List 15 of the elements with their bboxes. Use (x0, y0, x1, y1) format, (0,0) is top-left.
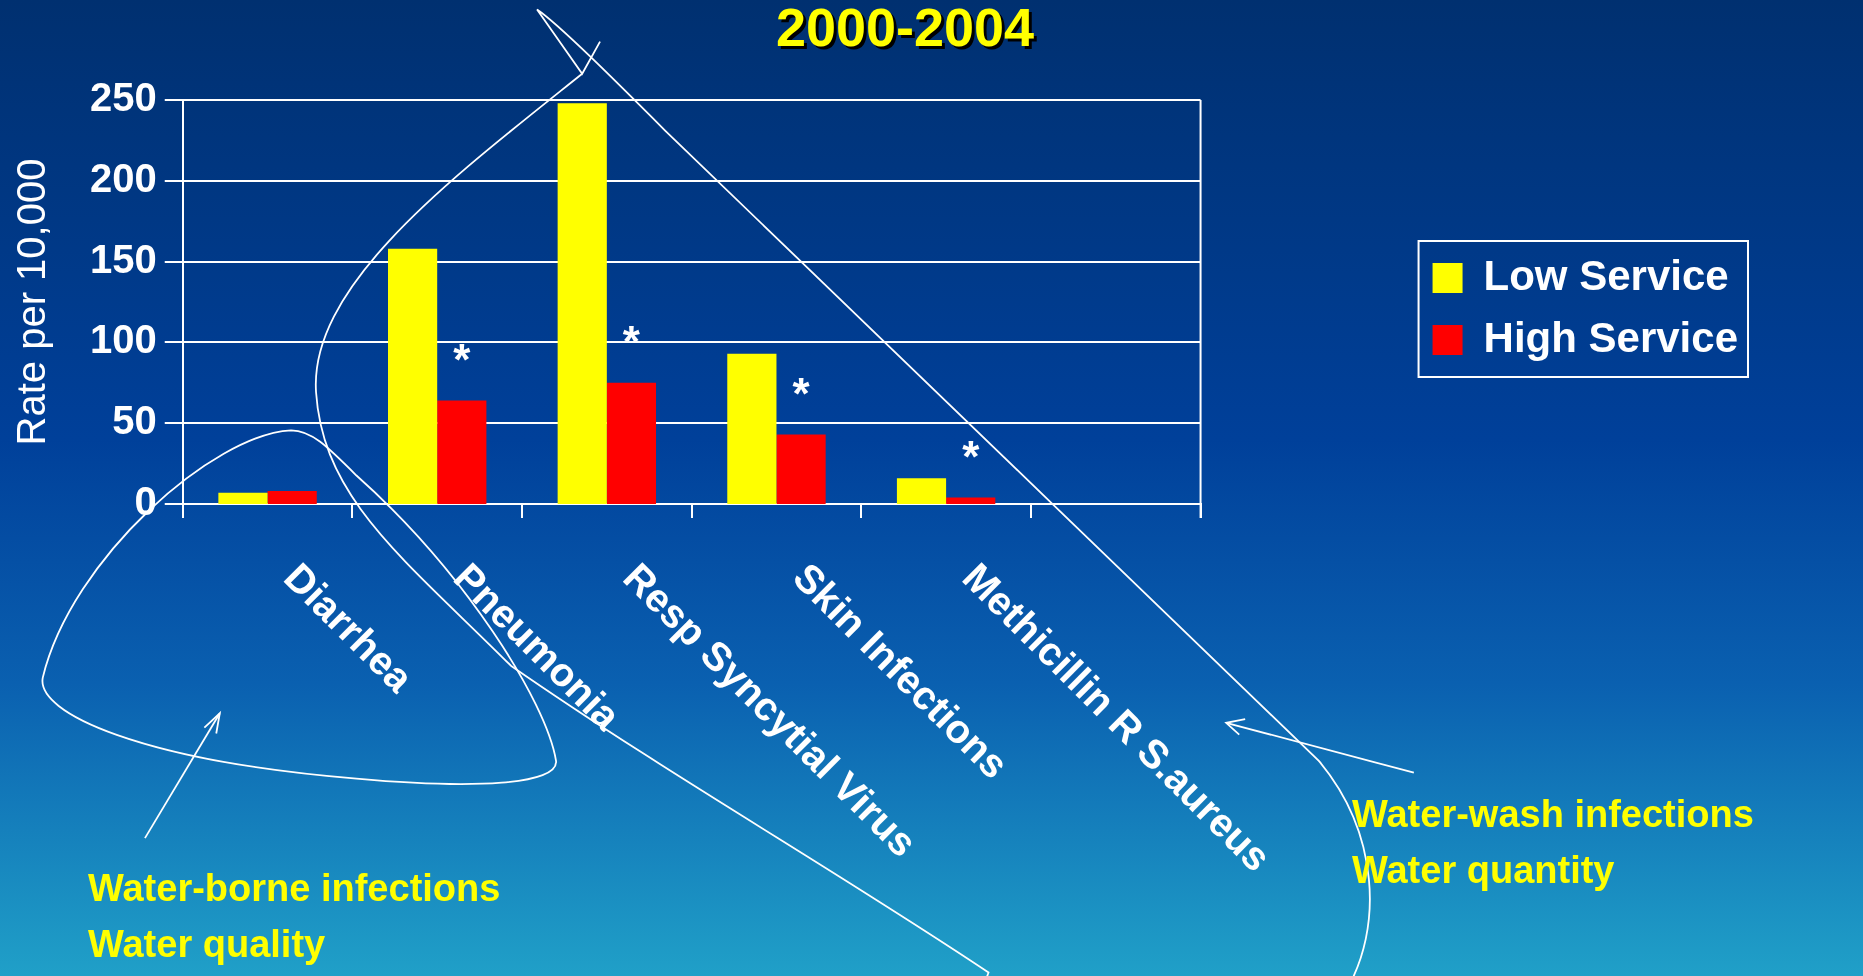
y-tick-label: 200 (89, 155, 157, 200)
annotation: * (962, 431, 981, 481)
y-axis-title: Rate per 10,000 (9, 158, 54, 446)
chart-title: 2000-2004 (774, 0, 1036, 58)
y-tick-label: 100 (89, 317, 157, 362)
annotation: * (622, 316, 641, 366)
legend-label: High Service (1483, 313, 1739, 361)
annotation: * (453, 334, 472, 384)
annotation: * (792, 368, 811, 418)
legend-label: Low Service (1483, 251, 1729, 299)
y-tick-label: 250 (89, 75, 157, 120)
text: Water-borne infections Water quality (88, 866, 501, 967)
y-tick-label: 0 (134, 479, 157, 524)
y-tick-label: 50 (112, 398, 157, 443)
y-tick-label: 150 (89, 236, 157, 281)
